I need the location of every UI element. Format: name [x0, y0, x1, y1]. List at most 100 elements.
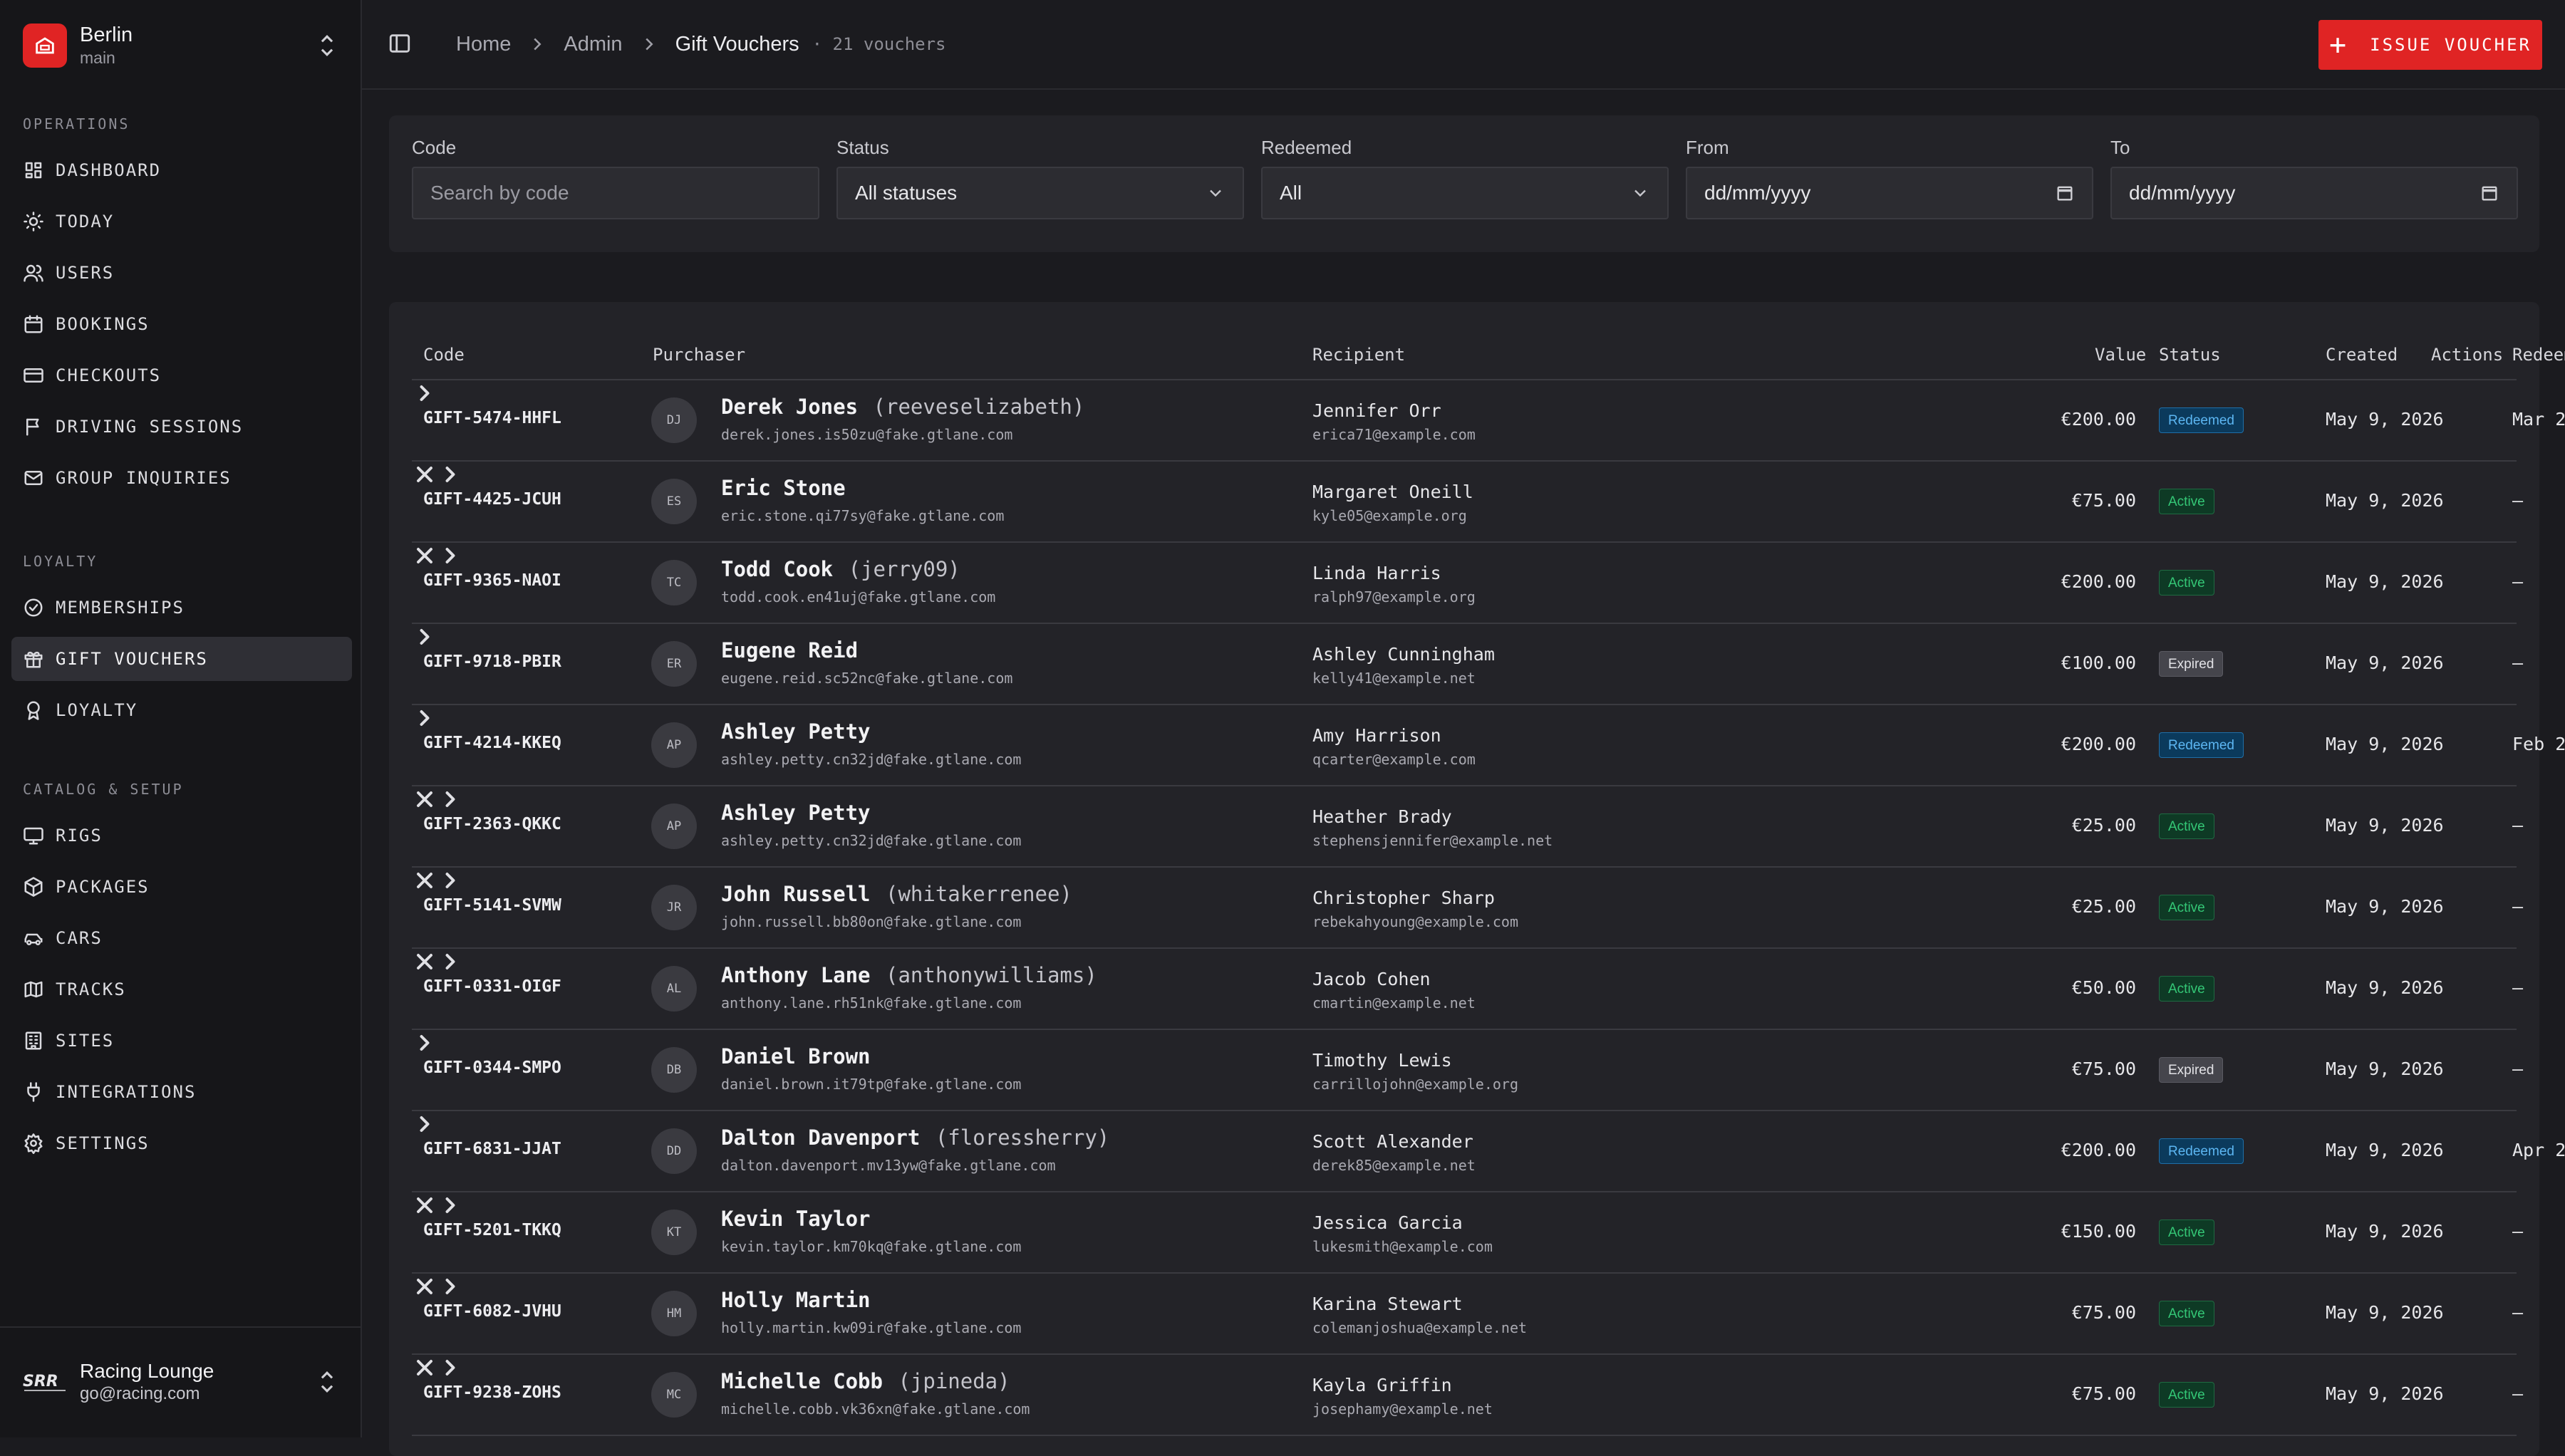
chevron-right-icon[interactable]	[412, 380, 437, 406]
sidebar-item-gift-vouchers[interactable]: GIFT VOUCHERS	[11, 637, 352, 681]
cancel-voucher-icon[interactable]	[412, 1274, 437, 1299]
status-select-value: All statuses	[855, 182, 958, 204]
table-row[interactable]: GIFT-9365-NAOI TC Todd Cook (jerry09) todd.…	[412, 543, 2523, 624]
calendar-icon	[24, 315, 43, 333]
sidebar-item-label: GROUP INQUIRIES	[56, 468, 232, 488]
calendar-icon[interactable]	[2480, 183, 2499, 203]
sidebar-item-integrations[interactable]: INTEGRATIONS	[11, 1070, 352, 1114]
table-row[interactable]: GIFT-0331-OIGF AL Anthony Lane (anthonywil…	[412, 949, 2523, 1030]
chevron-right-icon[interactable]	[412, 705, 437, 731]
status-badge: Active	[2159, 1301, 2214, 1326]
purchaser-name-text: Dalton Davenport	[721, 1125, 921, 1150]
cancel-voucher-icon[interactable]	[412, 949, 437, 974]
voucher-value: €200.00	[2061, 571, 2136, 592]
status-badge: Active	[2159, 570, 2214, 596]
sidebar-item-cars[interactable]: CARS	[11, 916, 352, 960]
redeemed-select[interactable]: All	[1261, 167, 1669, 219]
chevron-right-icon[interactable]	[437, 949, 463, 974]
from-date-input[interactable]: dd/mm/yyyy	[1686, 167, 2093, 219]
table-row[interactable]: GIFT-6831-JJAT DD Dalton Davenport (flores…	[412, 1111, 2565, 1192]
calendar-icon[interactable]	[2055, 183, 2075, 203]
purchaser-email: michelle.cobb.vk36xn@fake.gtlane.com	[721, 1400, 1030, 1418]
recipient-email: stephensjennifer@example.net	[1312, 832, 1553, 849]
table-row[interactable]: GIFT-5201-TKKQ KT Kevin Taylor kevin.taylor…	[412, 1192, 2523, 1274]
chevron-right-icon[interactable]	[437, 1192, 463, 1218]
sidebar-item-group-inquiries[interactable]: GROUP INQUIRIES	[11, 456, 352, 500]
chevron-right-icon[interactable]	[437, 786, 463, 812]
purchaser-name-text: Kevin Taylor	[721, 1207, 871, 1231]
table-row[interactable]: GIFT-5474-HHFL DJ Derek Jones (reeveseliza…	[412, 380, 2565, 462]
sidebar-item-today[interactable]: TODAY	[11, 199, 352, 244]
status-badge: Active	[2159, 489, 2214, 514]
cancel-voucher-icon[interactable]	[412, 868, 437, 893]
account-switcher[interactable]: SRR Racing Lounge go@racing.com	[23, 1353, 339, 1410]
cancel-voucher-icon[interactable]	[412, 462, 437, 487]
table-row[interactable]: GIFT-2363-QKKC AP Ashley Petty ashley.petty…	[412, 786, 2523, 868]
sidebar-section-label: CATALOG & SETUP	[23, 781, 184, 798]
sidebar-item-label: LOYALTY	[56, 700, 138, 720]
breadcrumb-admin[interactable]: Admin	[564, 32, 623, 56]
created-date: May 9, 2026	[2326, 1059, 2444, 1079]
plus-icon: +	[2329, 28, 2349, 61]
purchaser-handle: (floressherry)	[935, 1125, 1110, 1150]
sidebar-item-settings[interactable]: SETTINGS	[11, 1121, 352, 1165]
workspace-switcher[interactable]: Berlin main	[23, 21, 339, 70]
to-date-input[interactable]: dd/mm/yyyy	[2110, 167, 2518, 219]
sidebar-item-bookings[interactable]: BOOKINGS	[11, 302, 352, 346]
sidebar-item-dashboard[interactable]: DASHBOARD	[11, 148, 352, 192]
sidebar-item-packages[interactable]: PACKAGES	[11, 865, 352, 909]
chevron-right-icon[interactable]	[437, 1355, 463, 1380]
cancel-voucher-icon[interactable]	[412, 1192, 437, 1218]
chevron-right-icon[interactable]	[437, 868, 463, 893]
account-divider	[0, 1326, 361, 1328]
sidebar-item-users[interactable]: USERS	[11, 251, 352, 295]
status-badge: Redeemed	[2159, 1138, 2244, 1164]
table-row[interactable]: GIFT-4214-KKEQ AP Ashley Petty ashley.petty…	[412, 705, 2565, 786]
purchaser-handle: (whitakerrenee)	[885, 882, 1072, 906]
voucher-code: GIFT-6831-JJAT	[423, 1140, 561, 1158]
table-row[interactable]: GIFT-4425-JCUH ES Eric Stone eric.stone.qi7…	[412, 462, 2523, 543]
sidebar-item-driving-sessions[interactable]: DRIVING SESSIONS	[11, 405, 352, 449]
sidebar-item-memberships[interactable]: MEMBERSHIPS	[11, 586, 352, 630]
table-row[interactable]: GIFT-5141-SVMW JR John Russell (whitakerre…	[412, 868, 2523, 949]
recipient-name: Kayla Griffin	[1312, 1375, 1452, 1395]
workspace-branch: main	[80, 48, 115, 67]
sidebar-item-tracks[interactable]: TRACKS	[11, 967, 352, 1012]
issue-voucher-button[interactable]: + ISSUE VOUCHER	[2318, 20, 2542, 70]
created-date: May 9, 2026	[2326, 652, 2444, 673]
chevron-right-icon[interactable]	[412, 1030, 437, 1056]
table-row[interactable]: GIFT-6082-JVHU HM Holly Martin holly.martin…	[412, 1274, 2523, 1355]
purchaser-handle: (reeveselizabeth)	[873, 395, 1085, 419]
created-date: May 9, 2026	[2326, 1221, 2444, 1242]
cancel-voucher-icon[interactable]	[412, 786, 437, 812]
sidebar-toggle-icon[interactable]	[388, 31, 412, 56]
redeemed-date: —	[2512, 815, 2524, 836]
col-redeemed: Redeemed	[2512, 345, 2565, 365]
sidebar-item-label: RIGS	[56, 826, 103, 846]
sidebar-item-checkouts[interactable]: CHECKOUTS	[11, 353, 352, 397]
recipient-name: Linda Harris	[1312, 563, 1441, 583]
status-select[interactable]: All statuses	[836, 167, 1244, 219]
chevron-right-icon[interactable]	[437, 1274, 463, 1299]
sidebar-item-rigs[interactable]: RIGS	[11, 813, 352, 858]
col-created: Created	[2326, 345, 2398, 365]
col-status: Status	[2159, 345, 2221, 365]
sidebar-item-sites[interactable]: SITES	[11, 1019, 352, 1063]
cancel-voucher-icon[interactable]	[412, 1355, 437, 1380]
chevron-right-icon[interactable]	[412, 624, 437, 650]
table-row[interactable]: GIFT-9238-ZOHS MC Michelle Cobb (jpineda) m…	[412, 1355, 2523, 1436]
table-row[interactable]: GIFT-0344-SMPO DB Daniel Brown daniel.brown…	[412, 1030, 2523, 1111]
chevron-right-icon[interactable]	[437, 462, 463, 487]
chevron-right-icon[interactable]	[437, 543, 463, 568]
cancel-voucher-icon[interactable]	[412, 543, 437, 568]
breadcrumb-home[interactable]: Home	[456, 32, 512, 56]
avatar: ES	[651, 479, 697, 524]
plug-icon	[27, 1082, 40, 1102]
voucher-value: €75.00	[2071, 490, 2136, 511]
table-row[interactable]: GIFT-9718-PBIR ER Eugene Reid eugene.reid.s…	[412, 624, 2523, 705]
code-search-input[interactable]: Search by code	[412, 167, 819, 219]
chevron-right-icon[interactable]	[412, 1111, 437, 1137]
sidebar-item-loyalty[interactable]: LOYALTY	[11, 688, 352, 732]
purchaser-email: ashley.petty.cn32jd@fake.gtlane.com	[721, 832, 1022, 849]
chevrons-up-down-icon	[321, 35, 333, 56]
